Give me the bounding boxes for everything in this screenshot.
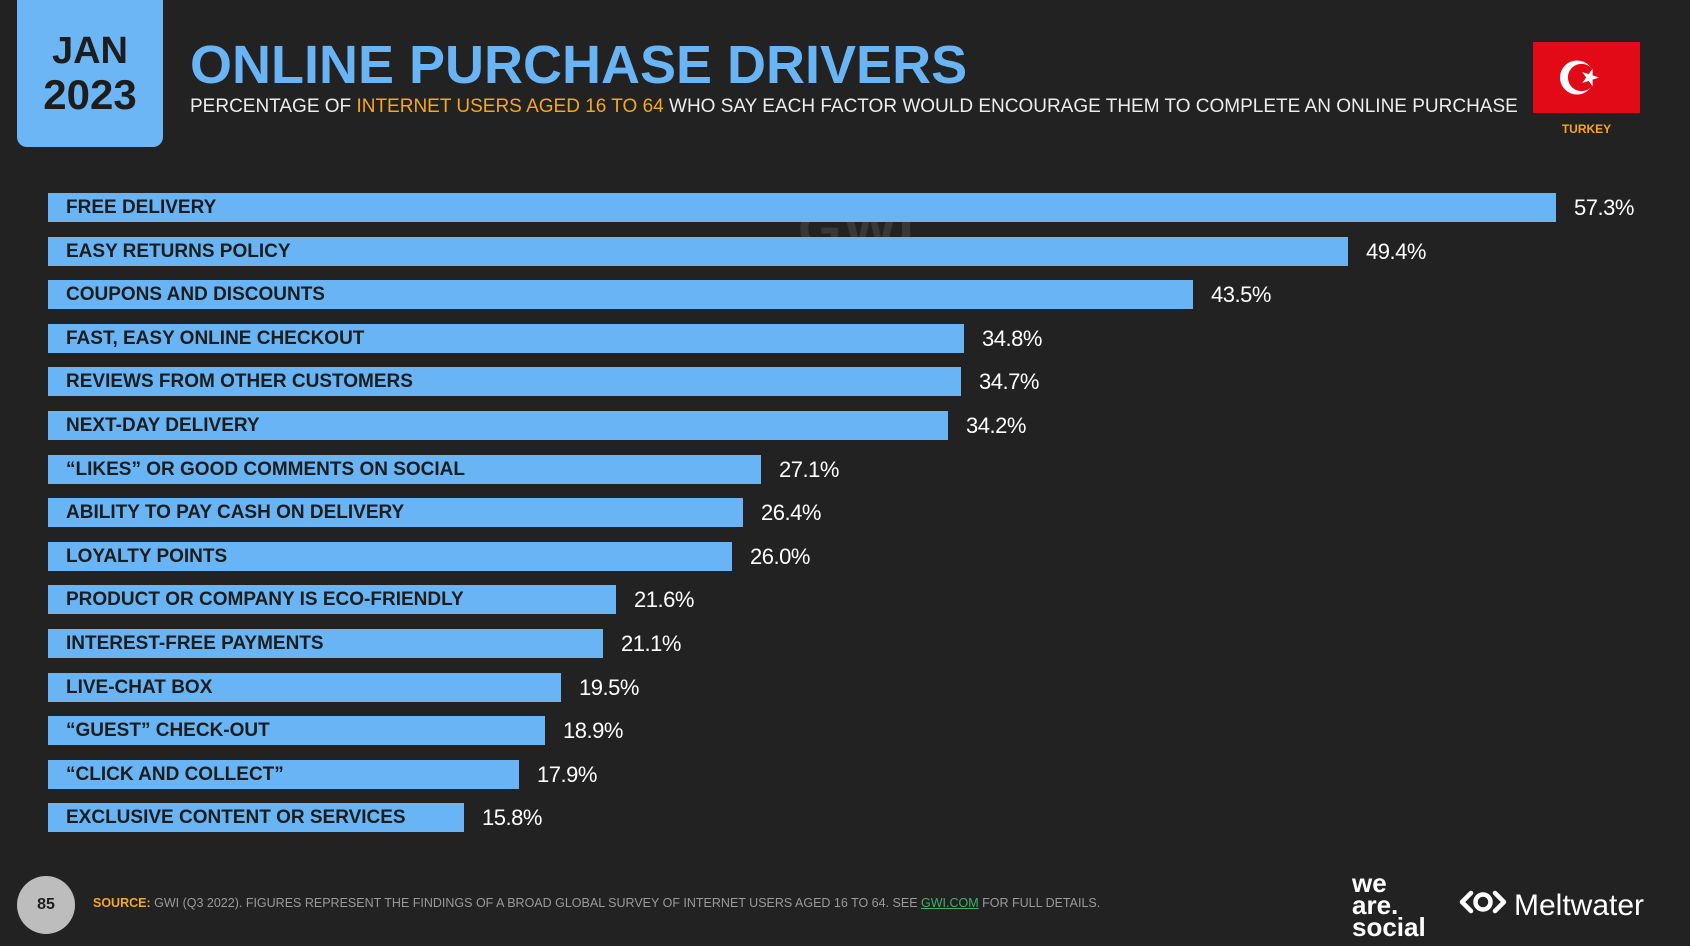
bar-value-label: 49.4%: [1366, 239, 1426, 264]
bar-category-label: REVIEWS FROM OTHER CUSTOMERS: [66, 371, 413, 392]
bar-value-label: 19.5%: [579, 675, 639, 700]
bar-category-label: FREE DELIVERY: [66, 197, 217, 218]
bar-category-label: “LIKES” OR GOOD COMMENTS ON SOCIAL: [66, 459, 466, 480]
bar-value-label: 21.1%: [621, 631, 681, 656]
bar-category-label: COUPONS AND DISCOUNTS: [66, 284, 325, 305]
bar-category-label: LOYALTY POINTS: [66, 546, 228, 567]
bar-value-label: 43.5%: [1211, 282, 1271, 307]
bar-value-label: 34.2%: [966, 413, 1026, 438]
bar: [48, 193, 1556, 222]
bar: [48, 629, 603, 658]
date-year: 2023: [43, 70, 137, 118]
logo-line-are: are.: [1352, 890, 1399, 920]
country-label: TURKEY: [1561, 122, 1612, 136]
bar: [48, 716, 545, 745]
bar-category-label: INTEREST-FREE PAYMENTS: [66, 633, 324, 654]
bar: [48, 280, 1193, 309]
bar-category-label: FAST, EASY ONLINE CHECKOUT: [66, 328, 365, 349]
bar: [48, 455, 761, 484]
source-tail: FOR FULL DETAILS.: [978, 896, 1101, 910]
logo-line-social: social: [1352, 912, 1426, 942]
bar-value-label: 57.3%: [1574, 195, 1634, 220]
bar-value-label: 34.7%: [979, 369, 1039, 394]
bar-value-label: 34.8%: [982, 326, 1042, 351]
source-label: SOURCE:: [93, 896, 151, 910]
bar: [48, 585, 616, 614]
bar: [48, 324, 964, 353]
date-badge: JAN 2023: [17, 0, 163, 147]
bar-category-label: EXCLUSIVE CONTENT OR SERVICES: [66, 807, 406, 828]
bar-category-label: “CLICK AND COLLECT”: [66, 764, 284, 785]
meltwater-mark-icon: [1458, 888, 1508, 924]
source-link[interactable]: GWI.COM: [921, 896, 979, 910]
bar-category-label: LIVE-CHAT BOX: [66, 677, 213, 698]
bar-value-label: 26.4%: [761, 500, 821, 525]
source-note: SOURCE: GWI (Q3 2022). FIGURES REPRESENT…: [93, 896, 1100, 910]
bar-value-label: 17.9%: [537, 762, 597, 787]
subtitle-prefix: PERCENTAGE OF: [190, 96, 357, 117]
bar: [48, 237, 1348, 266]
we-are-social-logo: we are. social: [1352, 868, 1426, 942]
turkey-flag-icon: [1533, 42, 1640, 113]
bar-value-label: 21.6%: [634, 587, 694, 612]
page-title: ONLINE PURCHASE DRIVERS: [190, 35, 968, 95]
bar-value-label: 18.9%: [563, 718, 623, 743]
bar-category-label: ABILITY TO PAY CASH ON DELIVERY: [66, 502, 405, 523]
bar-value-label: 26.0%: [750, 544, 810, 569]
subtitle-highlight: INTERNET USERS AGED 16 TO 64: [356, 96, 664, 117]
page-subtitle: PERCENTAGE OF INTERNET USERS AGED 16 TO …: [190, 96, 1518, 118]
meltwater-wordmark: Meltwater: [1514, 889, 1645, 922]
bar-value-label: 27.1%: [779, 457, 839, 482]
bar: [48, 367, 961, 396]
bar: [48, 803, 464, 832]
date-month: JAN: [51, 29, 129, 72]
bar-category-label: PRODUCT OR COMPANY IS ECO-FRIENDLY: [66, 589, 464, 610]
bar-value-label: 15.8%: [482, 805, 542, 830]
bar-category-label: EASY RETURNS POLICY: [66, 241, 291, 262]
logo-line-we: we: [1352, 868, 1387, 898]
subtitle-suffix: WHO SAY EACH FACTOR WOULD ENCOURAGE THEM…: [663, 96, 1518, 117]
bar: [48, 498, 743, 527]
bar-category-label: “GUEST” CHECK-OUT: [66, 720, 270, 741]
bar: [48, 542, 732, 571]
bar-category-label: NEXT-DAY DELIVERY: [66, 415, 260, 436]
bar: [48, 673, 561, 702]
meltwater-logo: Meltwater: [1458, 889, 1644, 923]
bar: [48, 760, 519, 789]
source-text: GWI (Q3 2022). FIGURES REPRESENT THE FIN…: [150, 896, 922, 910]
page-number: 85: [17, 876, 75, 934]
bar: [48, 411, 948, 440]
